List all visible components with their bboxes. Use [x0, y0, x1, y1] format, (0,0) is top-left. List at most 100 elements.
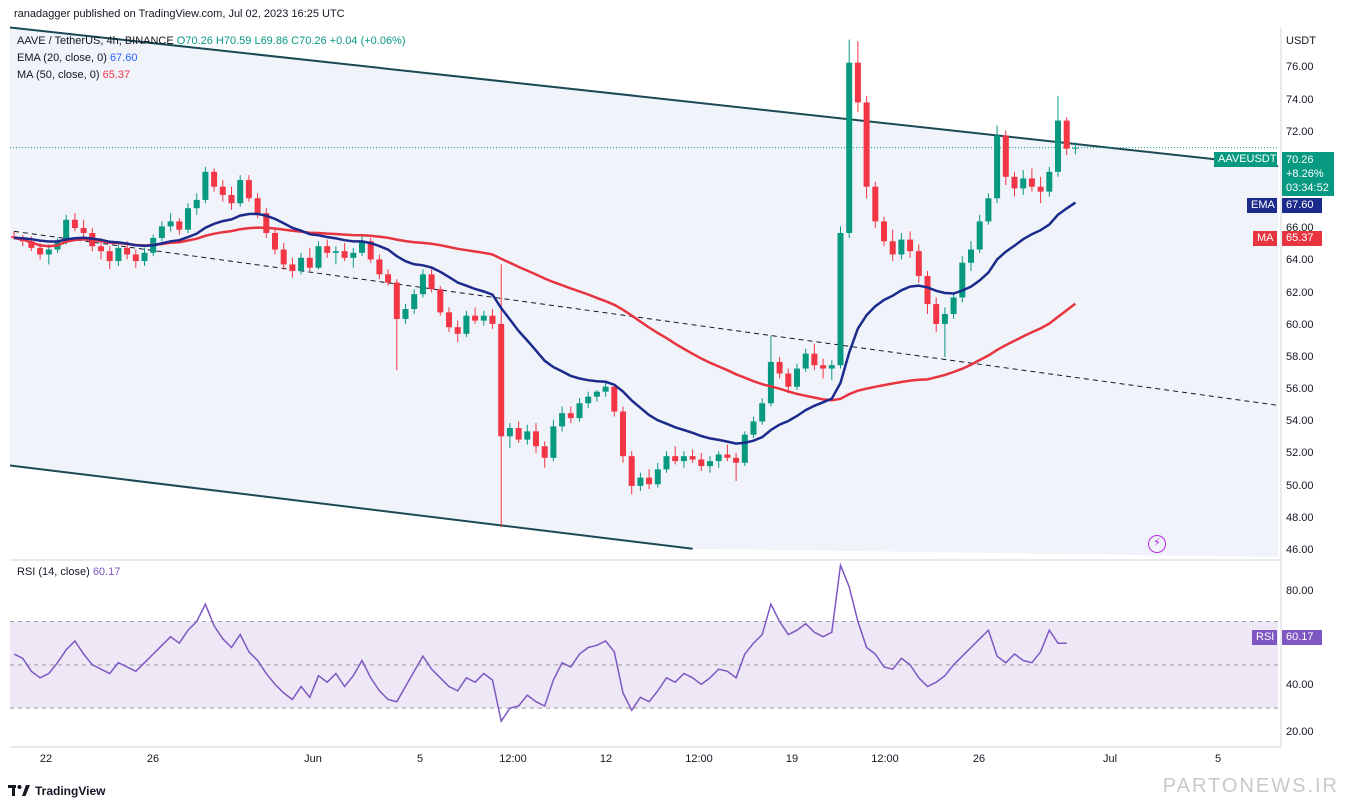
support-dashed-line	[13, 230, 1279, 406]
candle-body	[1011, 176, 1018, 189]
rsi-name-tag: RSI	[1252, 630, 1277, 645]
candle-body	[811, 353, 818, 366]
tradingview-logo[interactable]: TradingView	[8, 784, 105, 798]
candle-body	[567, 413, 574, 419]
candle-body	[498, 323, 505, 437]
candle-body	[228, 194, 235, 204]
candle-body	[680, 456, 687, 462]
candle-body	[11, 236, 17, 238]
rsi-legend[interactable]: RSI (14, close) 60.17	[17, 566, 120, 578]
ma-legend-value: 65.37	[102, 69, 131, 81]
candle-body	[176, 221, 183, 230]
rsi-legend-label: RSI (14, close)	[17, 566, 90, 578]
ema20-line	[13, 201, 1077, 445]
candle-body	[541, 446, 548, 458]
candle-body	[98, 246, 104, 252]
candle-body	[663, 456, 670, 470]
candle-body	[332, 251, 339, 253]
candle-body	[776, 361, 783, 374]
price-tick: 56.00	[1286, 383, 1314, 395]
time-tick: 12:00	[871, 753, 899, 765]
candle-body	[672, 456, 679, 462]
candle-body	[846, 62, 853, 233]
candle-body	[924, 275, 931, 305]
candle-body	[315, 246, 322, 268]
candle-body	[602, 386, 609, 392]
candle-body	[80, 228, 87, 233]
candle-body	[341, 251, 348, 258]
candle-body	[1028, 178, 1035, 187]
candle-body	[898, 239, 905, 255]
candle-body	[167, 221, 174, 227]
candle-body	[306, 257, 313, 268]
ma-legend[interactable]: MA (50, close, 0) 65.37	[17, 69, 130, 81]
ma-name-tag: MA	[1253, 231, 1277, 246]
symbol-name: AAVE / TetherUS, 4h, BINANCE	[17, 35, 174, 47]
candle-body	[132, 254, 139, 262]
candle-body	[71, 219, 78, 229]
candle-body	[933, 304, 940, 324]
candle-body	[254, 198, 261, 214]
ema-legend-value: 67.60	[109, 52, 138, 64]
candle-body	[446, 312, 452, 328]
time-tick: Jul	[1102, 753, 1118, 765]
brand-name: TradingView	[35, 784, 106, 798]
candle-body	[385, 274, 392, 283]
candle-body	[915, 251, 922, 276]
channel-lower-line	[9, 464, 693, 550]
candle-body	[45, 249, 52, 255]
ema-legend-label: EMA (20, close, 0)	[17, 52, 107, 64]
rsi-value-tag: 60.17	[1282, 630, 1322, 645]
time-tick: 12:00	[499, 753, 527, 765]
candle-body	[454, 327, 461, 334]
candle-body	[733, 457, 740, 463]
candle-body	[820, 365, 827, 369]
ema-legend[interactable]: EMA (20, close, 0) 67.60	[17, 52, 137, 64]
candle-body	[985, 198, 992, 222]
last-price-tag: 70.26 +8.26% 03:34:52	[1282, 152, 1334, 196]
candle-body	[193, 199, 200, 209]
candle-body	[202, 171, 209, 200]
candle-body	[359, 241, 365, 253]
candle-body	[559, 413, 566, 427]
candle-body	[707, 461, 713, 467]
candle-body	[63, 219, 70, 242]
symbol-legend: AAVE / TetherUS, 4h, BINANCE O70.26 H70.…	[17, 35, 406, 47]
time-tick: 5	[1214, 753, 1222, 765]
currency-label: USDT	[1286, 35, 1316, 47]
candle-body	[1020, 178, 1027, 189]
candle-body	[794, 368, 800, 387]
candle-body	[115, 247, 122, 262]
candle-body	[211, 171, 218, 187]
candle-body	[994, 135, 1001, 199]
channel-fill	[10, 27, 1278, 558]
candle-body	[219, 186, 226, 195]
candle-body	[802, 353, 809, 369]
candle-body	[28, 241, 35, 248]
candle-body	[585, 396, 592, 404]
candle-body	[698, 459, 705, 467]
candle-body	[646, 477, 653, 485]
price-tick: 54.00	[1286, 415, 1314, 427]
candle-body	[628, 456, 635, 486]
lightning-icon[interactable]: ⚡	[1148, 535, 1166, 553]
candle-body	[106, 251, 113, 262]
candle-body	[515, 428, 522, 440]
ohlc-values: O70.26 H70.59 L69.86 C70.26 +0.04 (+0.06…	[176, 35, 406, 47]
candle-body	[872, 186, 879, 222]
candle-body	[245, 180, 252, 199]
candle-body	[976, 221, 983, 250]
candle-body	[393, 282, 400, 319]
candle-body	[402, 309, 409, 319]
last-price: 70.26	[1286, 154, 1314, 166]
candle-body	[524, 431, 531, 440]
candle-body	[654, 469, 661, 485]
price-tick: 58.00	[1286, 351, 1314, 363]
time-tick: 12:00	[685, 753, 713, 765]
bar-countdown: 03:34:52	[1286, 182, 1329, 194]
candle-body	[185, 208, 191, 230]
price-tick: 46.00	[1286, 544, 1314, 556]
candle-body	[637, 477, 644, 486]
time-tick: 26	[146, 753, 160, 765]
